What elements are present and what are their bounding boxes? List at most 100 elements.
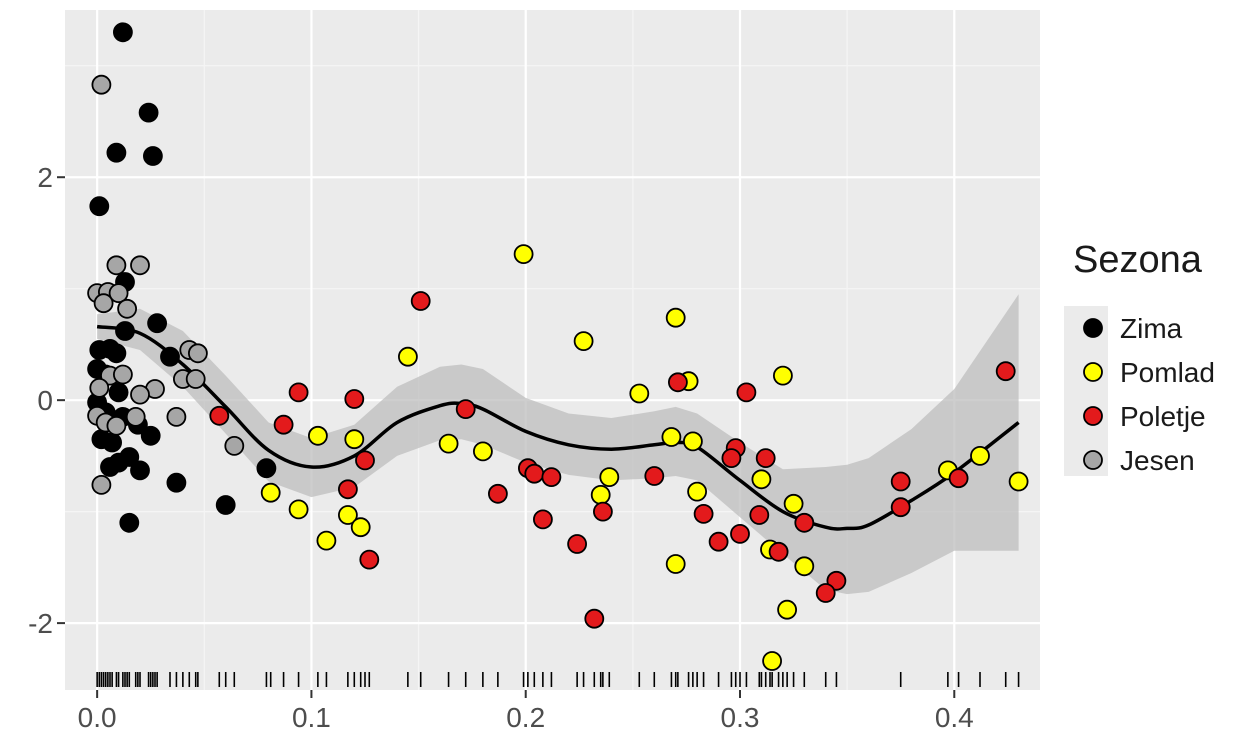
point-jesen [185, 369, 206, 389]
point-zima [106, 142, 127, 163]
point-zima [102, 432, 122, 453]
point-pomlad [573, 331, 594, 352]
confidence-band [97, 294, 1019, 595]
point-pomlad [794, 556, 815, 577]
point-pomlad [397, 346, 418, 367]
point-poletje [288, 382, 309, 403]
point-jesen [106, 255, 127, 276]
point-jesen [125, 406, 146, 427]
smooth-line [96, 324, 1020, 531]
point-pomlad [751, 469, 772, 490]
point-pomlad [260, 482, 281, 503]
point-poletje [455, 399, 476, 420]
point-poletje [730, 524, 750, 544]
point-zima [106, 343, 127, 364]
point-zima [166, 472, 187, 493]
point-pomlad [438, 433, 459, 454]
legend-key-pomlad [1083, 362, 1103, 382]
y-tick-label: -2 [28, 608, 53, 639]
point-zima [89, 196, 110, 217]
point-pomlad [344, 429, 365, 450]
point-poletje [794, 512, 815, 533]
point-pomlad [687, 481, 707, 502]
point-pomlad [513, 244, 534, 265]
legend-title: Sezona [1073, 239, 1203, 281]
point-pomlad [590, 484, 611, 505]
point-poletje [273, 414, 294, 435]
y-tick-label: 0 [37, 385, 53, 416]
legend-key-zima [1083, 318, 1103, 338]
point-pomlad [665, 554, 686, 574]
legend-label-jesen: Jesen [1120, 445, 1195, 476]
point-zima [119, 512, 140, 533]
point-pomlad [629, 383, 650, 404]
point-zima [138, 102, 159, 123]
x-tick-label: 0.3 [721, 702, 760, 731]
point-jesen [106, 415, 127, 436]
point-poletje [708, 531, 729, 552]
rug-marks [96, 672, 1020, 687]
point-pomlad [350, 517, 371, 538]
legend-label-poletje: Poletje [1120, 401, 1206, 432]
point-pomlad [288, 499, 309, 520]
point-zima [108, 382, 129, 403]
point-jesen [187, 343, 208, 364]
point-jesen [117, 298, 137, 319]
point-pomlad [661, 427, 682, 447]
point-poletje [736, 382, 757, 403]
y-axis: -2 0 2 [28, 162, 65, 639]
point-jesen [91, 74, 112, 95]
legend-items: Zima Pomlad Poletje Jesen [1083, 313, 1215, 476]
point-jesen [130, 255, 150, 276]
point-zima [130, 460, 150, 481]
x-tick-label: 0.4 [935, 702, 974, 731]
point-poletje [584, 608, 605, 629]
point-pomlad [777, 599, 797, 620]
point-poletje [567, 534, 587, 554]
point-poletje [355, 450, 375, 471]
point-pomlad [665, 307, 686, 328]
point-poletje [755, 448, 776, 469]
point-pomlad [762, 651, 782, 671]
point-pomlad [316, 530, 337, 551]
point-pomlad [307, 425, 328, 446]
legend: Sezona Zima Pomlad Poletje Jesen [1064, 239, 1215, 476]
point-jesen [91, 474, 112, 495]
x-tick-label: 0.0 [78, 702, 117, 731]
point-jesen [93, 293, 114, 314]
point-poletje [890, 497, 911, 518]
point-poletje [749, 505, 770, 525]
point-poletje [890, 471, 911, 492]
point-zima [140, 425, 161, 446]
legend-key-poletje [1083, 406, 1103, 426]
point-poletje [487, 483, 508, 504]
legend-label-pomlad: Pomlad [1120, 357, 1215, 388]
point-jesen [166, 406, 187, 427]
data-points [87, 22, 1029, 671]
point-jesen [113, 364, 133, 385]
point-zima [160, 346, 180, 367]
point-jesen [130, 384, 150, 405]
point-pomlad [599, 467, 620, 488]
point-zima [115, 321, 135, 341]
point-poletje [721, 448, 742, 469]
x-axis: 0.0 0.1 0.2 0.3 0.4 [78, 690, 974, 731]
point-poletje [524, 463, 545, 484]
point-poletje [209, 405, 230, 426]
point-jesen [108, 283, 129, 304]
legend-key-jesen [1083, 450, 1103, 470]
point-zima [256, 458, 277, 479]
point-pomlad [970, 445, 990, 466]
point-poletje [815, 583, 836, 603]
point-jesen [224, 435, 245, 456]
point-poletje [995, 361, 1016, 382]
point-poletje [693, 504, 714, 524]
point-poletje [533, 509, 553, 530]
point-zima [113, 22, 133, 43]
y-tick-label: 2 [37, 162, 53, 193]
point-zima [147, 313, 168, 334]
point-poletje [344, 389, 365, 409]
point-poletje [948, 468, 969, 489]
point-pomlad [773, 365, 793, 386]
